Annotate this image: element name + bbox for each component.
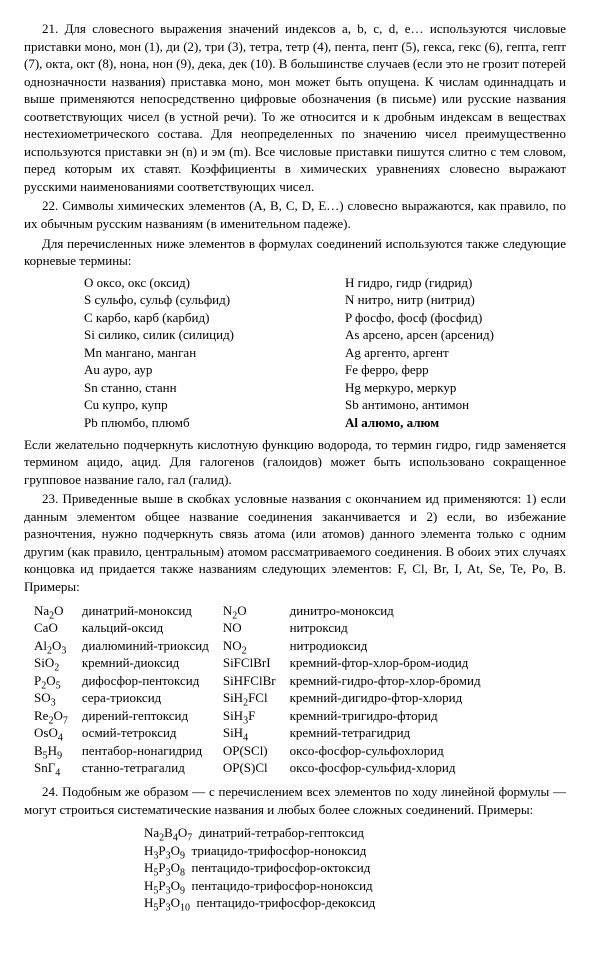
root-term: H гидро, гидр (гидрид)	[345, 274, 566, 292]
root-term: Au ауро, аур	[84, 361, 305, 379]
table-cell: динатрий-моноксид	[82, 602, 223, 620]
table-cell: SnГ4	[34, 759, 82, 777]
table-cell: Al2O3	[34, 637, 82, 655]
table-row: SnГ4станно-тетрагалидOP(S)Clоксо-фосфор-…	[34, 759, 495, 777]
table-cell: NO	[223, 619, 290, 637]
table-cell: N2O	[223, 602, 290, 620]
table-cell: OP(S)Cl	[223, 759, 290, 777]
table-row: CaOкальций-оксидNOнитроксид	[34, 619, 495, 637]
paragraph-24: 24. Подобным же образом — с перечисление…	[24, 783, 566, 818]
table-cell: SO3	[34, 689, 82, 707]
list-item: H5P3O10 пентацидо-трифосфор-декоксид	[144, 894, 566, 912]
table-cell: NO2	[223, 637, 290, 655]
table-cell: станно-тетрагалид	[82, 759, 223, 777]
table-cell: оксо-фосфор-сульфид-хлорид	[290, 759, 495, 777]
table-row: Al2O3диалюминий-триоксидNO2нитродиоксид	[34, 637, 495, 655]
table-cell: диалюминий-триоксид	[82, 637, 223, 655]
list-item: Na2B4O7 динатрий-тетрабор-гептоксид	[144, 824, 566, 842]
table-cell: осмий-тетроксид	[82, 724, 223, 742]
table-cell: Re2O7	[34, 707, 82, 725]
table-cell: SiHFClBr	[223, 672, 290, 690]
table-row: SO3сера-триоксидSiH2FClкремний-дигидро-ф…	[34, 689, 495, 707]
list-item: H5P3O8 пентацидо-трифосфор-октоксид	[144, 859, 566, 877]
table-cell: P2O5	[34, 672, 82, 690]
examples-table-1: Na2Oдинатрий-моноксидN2Oдинитро-моноксид…	[34, 602, 495, 777]
paragraph-22b: Для перечисленных ниже элементов в форму…	[24, 235, 566, 270]
root-term: Cu купро, купр	[84, 396, 305, 414]
root-term: Si силико, силик (силицид)	[84, 326, 305, 344]
table-row: P2O5дифосфор-пентоксидSiHFClBrкремний-ги…	[34, 672, 495, 690]
table-cell: SiO2	[34, 654, 82, 672]
table-cell: B5H9	[34, 742, 82, 760]
table-cell: OP(SCl)	[223, 742, 290, 760]
root-term: N нитро, нитр (нитрид)	[345, 291, 566, 309]
table-cell: дифосфор-пентоксид	[82, 672, 223, 690]
table-cell: сера-триоксид	[82, 689, 223, 707]
table-cell: нитроксид	[290, 619, 495, 637]
table-cell: кремний-диоксид	[82, 654, 223, 672]
table-row: Re2O7дирений-гептоксидSiH3Fкремний-триги…	[34, 707, 495, 725]
table-cell: SiH3F	[223, 707, 290, 725]
examples-list-2: Na2B4O7 динатрий-тетрабор-гептоксидH3P3O…	[144, 824, 566, 912]
table-cell: динитро-моноксид	[290, 602, 495, 620]
paragraph-23: 23. Приведенные выше в скобках условные …	[24, 490, 566, 595]
table-cell: кремний-гидро-фтор-хлор-бромид	[290, 672, 495, 690]
table-cell: Na2O	[34, 602, 82, 620]
root-term: As арсено, арсен (арсенид)	[345, 326, 566, 344]
root-term: Pb плюмбо, плюмб	[84, 414, 305, 432]
list-item: H3P3O9 триацидо-трифосфор-ноноксид	[144, 842, 566, 860]
paragraph-22c: Если желательно подчеркнуть кислотную фу…	[24, 436, 566, 489]
root-term: Sb антимоно, антимон	[345, 396, 566, 414]
table-row: OsO4осмий-тетроксидSiH4кремний-тетрагидр…	[34, 724, 495, 742]
table-row: Na2Oдинатрий-моноксидN2Oдинитро-моноксид	[34, 602, 495, 620]
root-term: Sn станно, станн	[84, 379, 305, 397]
root-terms-columns: O оксо, окс (оксид)S сульфо, сульф (суль…	[84, 274, 566, 432]
paragraph-22a: 22. Символы химических элементов (A, B, …	[24, 197, 566, 232]
root-term: Al алюмо, алюм	[345, 414, 566, 432]
root-term: Ag аргенто, аргент	[345, 344, 566, 362]
table-cell: кремний-дигидро-фтор-хлорид	[290, 689, 495, 707]
table-cell: SiFClBrI	[223, 654, 290, 672]
table-row: B5H9пентабор-нонагидридOP(SCl)оксо-фосфо…	[34, 742, 495, 760]
table-cell: SiH4	[223, 724, 290, 742]
root-term: O оксо, окс (оксид)	[84, 274, 305, 292]
table-cell: кремний-тетрагидрид	[290, 724, 495, 742]
table-cell: SiH2FCl	[223, 689, 290, 707]
root-term: P фосфо, фосф (фосфид)	[345, 309, 566, 327]
table-cell: дирений-гептоксид	[82, 707, 223, 725]
table-cell: кальций-оксид	[82, 619, 223, 637]
table-row: SiO2кремний-диоксидSiFClBrIкремний-фтор-…	[34, 654, 495, 672]
table-cell: оксо-фосфор-сульфохлорид	[290, 742, 495, 760]
root-term: Fe ферро, ферр	[345, 361, 566, 379]
table-cell: пентабор-нонагидрид	[82, 742, 223, 760]
table-cell: кремний-фтор-хлор-бром-иодид	[290, 654, 495, 672]
root-term: Mn мангано, манган	[84, 344, 305, 362]
root-term: Hg меркуро, меркур	[345, 379, 566, 397]
root-term: C карбо, карб (карбид)	[84, 309, 305, 327]
list-item: H5P3O9 пентацидо-трифосфор-ноноксид	[144, 877, 566, 895]
table-cell: кремний-тригидро-фторид	[290, 707, 495, 725]
table-cell: CaO	[34, 619, 82, 637]
paragraph-21: 21. Для словесного выражения значений ин…	[24, 20, 566, 195]
table-cell: OsO4	[34, 724, 82, 742]
root-term: S сульфо, сульф (сульфид)	[84, 291, 305, 309]
table-cell: нитродиоксид	[290, 637, 495, 655]
